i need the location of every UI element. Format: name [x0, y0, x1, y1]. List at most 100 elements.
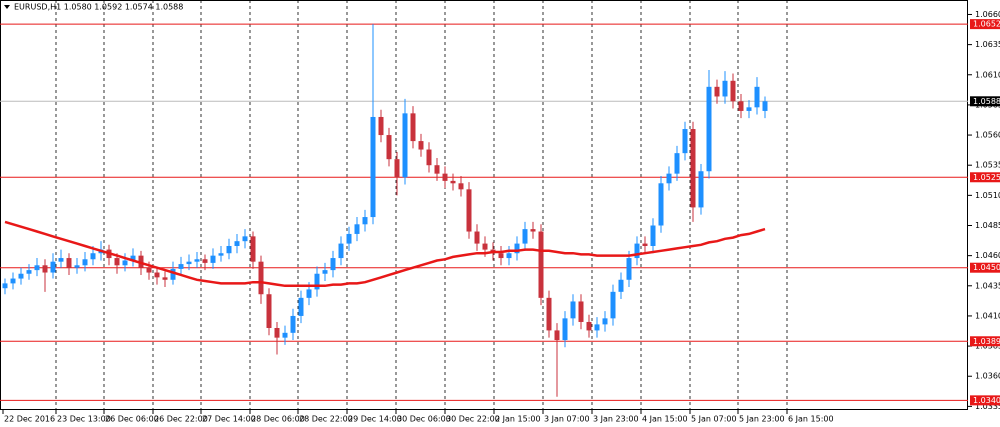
candle-body [298, 297, 304, 316]
candle-body [466, 189, 472, 232]
candle-body [10, 278, 16, 284]
chart-title: EURUSD,H1 1.0580 1.0592 1.0574 1.0588 [14, 3, 183, 12]
candle-body [314, 273, 320, 290]
candle-body [474, 231, 480, 244]
candle-body [114, 258, 120, 266]
candle-body [682, 129, 688, 154]
candle-body [762, 101, 768, 111]
candle-body [194, 259, 200, 262]
candle-body [690, 129, 696, 208]
candle-body [530, 229, 536, 232]
candle-body [498, 253, 504, 259]
candle-body [282, 332, 288, 338]
candle-body [658, 183, 664, 226]
candle-body [2, 283, 8, 289]
candle-body [226, 246, 232, 254]
candle-body [650, 225, 656, 246]
candle-body [74, 265, 80, 268]
candle-body [554, 330, 560, 341]
candle-body [378, 116, 384, 136]
candle-body [354, 224, 360, 234]
level-label: 1.0340 [973, 396, 1000, 405]
candle-body [66, 258, 72, 268]
x-tick-label: 29 Dec 14:00 [348, 415, 402, 424]
candle-body [722, 80, 728, 97]
y-tick-label: 1.0335 [975, 402, 1000, 411]
candle-body [266, 294, 272, 328]
x-tick-label: 26 Dec 06:00 [105, 415, 159, 424]
candle-body [610, 291, 616, 319]
bid-label: 1.0588 [973, 97, 1000, 106]
x-tick-label: 22 Dec 2016 [4, 415, 55, 424]
x-tick-label: 28 Dec 06:00 [251, 415, 305, 424]
candle-body [186, 261, 192, 265]
candle-body [402, 113, 408, 178]
candle-body [426, 149, 432, 166]
level-label: 1.0525 [973, 173, 1000, 182]
candle-body [290, 315, 296, 333]
x-tick-label: 23 Dec 13:00 [57, 415, 111, 424]
candle-body [82, 259, 88, 266]
level-label-box [970, 395, 1000, 406]
level-label: 1.0389 [973, 337, 1000, 346]
y-tick-label: 1.0610 [975, 70, 1000, 79]
x-tick-label: 3 Jan 23:00 [593, 415, 639, 424]
candle-body [58, 258, 64, 262]
plot-frame [0, 0, 968, 410]
candle-body [242, 236, 248, 242]
candle-body [218, 253, 224, 256]
x-tick-label: 27 Dec 14:00 [202, 415, 256, 424]
x-tick-label: 5 Jan 07:00 [691, 415, 737, 424]
y-tick-label: 1.0485 [975, 221, 1000, 230]
candle-body [738, 101, 744, 111]
candle-body [346, 233, 352, 244]
candle-body [562, 318, 568, 341]
candle-body [586, 321, 592, 331]
candle-body [506, 253, 512, 259]
level-label: 1.0652 [973, 20, 1000, 29]
candle-body [26, 270, 32, 274]
candle-body [570, 301, 576, 319]
menu-arrow[interactable] [4, 5, 10, 9]
y-tick-label: 1.0360 [975, 372, 1000, 381]
candle-body [514, 243, 520, 254]
x-tick-label: 2 Jan 15:00 [495, 415, 541, 424]
candle-body [634, 243, 640, 259]
candle-body [386, 135, 392, 160]
y-tick-label: 1.0535 [975, 161, 1000, 170]
candle-body [50, 261, 56, 273]
level-label-box [970, 19, 1000, 30]
candle-body [162, 277, 168, 280]
y-tick-label: 1.0560 [975, 131, 1000, 140]
candle-body [602, 318, 608, 325]
candle-body [178, 264, 184, 269]
candle-body [370, 116, 376, 218]
candle-body [442, 173, 448, 181]
candle-body [362, 217, 368, 225]
candle-body [146, 267, 152, 273]
x-tick-label: 28 Dec 22:00 [299, 415, 353, 424]
candle-body [546, 297, 552, 331]
level-label: 1.0450 [973, 263, 1000, 272]
candle-body [330, 258, 336, 271]
candle-body [130, 255, 136, 261]
level-label-box [970, 336, 1000, 347]
x-tick-label: 30 Dec 22:00 [446, 415, 500, 424]
bid-label-box [970, 96, 1000, 107]
x-tick-label: 6 Jan 15:00 [788, 415, 834, 424]
candle-body [706, 86, 712, 172]
moving-average [4, 220, 766, 288]
candle-body [666, 173, 672, 184]
y-tick-label: 1.0510 [975, 191, 1000, 200]
x-tick-label: 4 Jan 15:00 [642, 415, 688, 424]
candle-body [642, 243, 648, 246]
x-tick-label: 30 Dec 06:00 [397, 415, 451, 424]
candle-body [202, 259, 208, 263]
y-tick-label: 1.0410 [975, 311, 1000, 320]
candle-body [122, 260, 128, 266]
x-tick-label: 5 Jan 23:00 [739, 415, 785, 424]
candle-body [274, 328, 280, 338]
y-tick-label: 1.0435 [975, 281, 1000, 290]
candle-body [450, 180, 456, 184]
